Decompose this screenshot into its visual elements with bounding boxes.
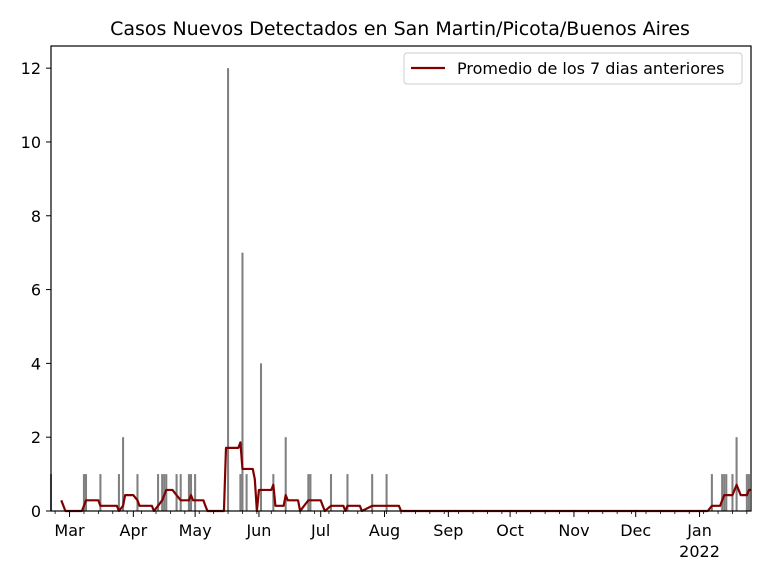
bar: [194, 474, 197, 511]
x-tick-label: Sep: [433, 521, 463, 540]
bar: [241, 252, 244, 511]
y-tick-label: 2: [31, 428, 41, 447]
legend-label: Promedio de los 7 dias anteriores: [457, 59, 724, 78]
bar: [723, 474, 726, 511]
x-tick-label: Jan: [686, 521, 712, 540]
y-tick-label: 8: [31, 207, 41, 226]
bar: [710, 474, 713, 511]
x-tick-label: Nov: [558, 521, 589, 540]
bar: [329, 474, 333, 511]
y-tick-label: 0: [31, 502, 41, 521]
bar: [371, 474, 374, 511]
x-tick-label: Oct: [496, 521, 524, 540]
y-tick-label: 4: [31, 354, 41, 373]
bar: [99, 474, 102, 511]
x-tick-label: Dec: [620, 521, 651, 540]
y-tick-label: 6: [31, 281, 41, 300]
bar: [175, 474, 178, 511]
y-tick-label: 10: [21, 133, 41, 152]
x-axis: Mar Apr May Jun Jul Aug Sep Oct Nov Dec Jan 2022: [54, 511, 748, 561]
bar: [82, 474, 85, 511]
legend-box: [403, 52, 743, 85]
y-tick-label: 12: [21, 59, 41, 78]
x-tick-label: May: [179, 521, 212, 540]
bar: [117, 474, 120, 511]
bar: [157, 474, 160, 511]
bar: [725, 474, 728, 511]
legend: Promedio de los 7 dias anteriores: [403, 52, 743, 85]
bar: [307, 474, 310, 511]
bar: [385, 474, 388, 511]
bar: [309, 474, 312, 511]
bar: [346, 474, 349, 511]
bar: [84, 474, 88, 511]
x-tick-label: Jul: [310, 521, 330, 540]
x-tick-label: Mar: [54, 521, 85, 540]
x-tick-sublabel: 2022: [679, 542, 720, 561]
bar: [136, 474, 139, 511]
bar: [259, 363, 263, 511]
y-axis: 0 2 4 6 8 10 12: [21, 59, 51, 521]
bar: [179, 474, 182, 511]
x-tick-label: Apr: [120, 521, 148, 540]
bar: [122, 437, 125, 511]
bar: [245, 474, 248, 511]
bar: [161, 474, 164, 511]
bar: [187, 474, 190, 511]
bar: [735, 437, 738, 511]
chart-title: Casos Nuevos Detectados en San Martin/Pi…: [110, 18, 690, 40]
x-tick-label: Jun: [245, 521, 271, 540]
bar: [721, 474, 724, 511]
bar: [189, 474, 193, 511]
bar: [284, 437, 287, 511]
bar: [227, 68, 230, 512]
x-tick-label: Aug: [369, 521, 400, 540]
bar: [239, 474, 242, 511]
